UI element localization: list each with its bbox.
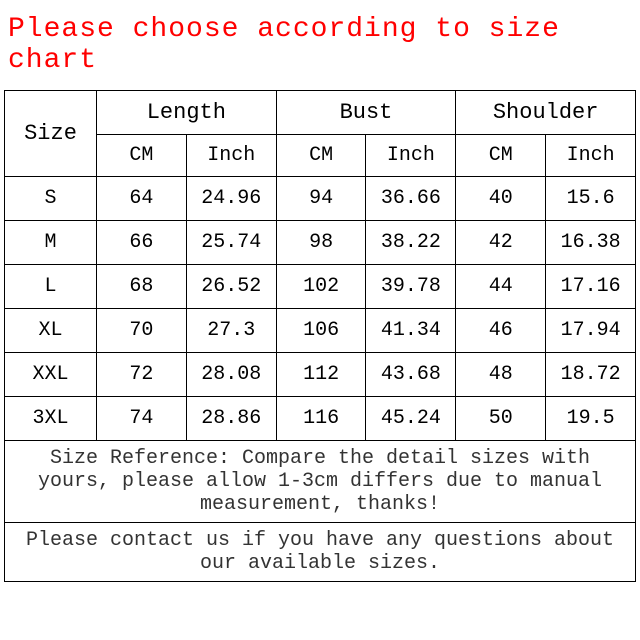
table-row: S 64 24.96 94 36.66 40 15.6 xyxy=(5,177,636,221)
cell-shoulder-in: 15.6 xyxy=(546,177,636,221)
cell-bust-cm: 106 xyxy=(276,309,366,353)
cell-length-in: 24.96 xyxy=(186,177,276,221)
cell-shoulder-cm: 40 xyxy=(456,177,546,221)
header-bust-cm: CM xyxy=(276,135,366,177)
chart-title: Please choose according to size chart xyxy=(0,4,640,90)
cell-size: XL xyxy=(5,309,97,353)
cell-size: XXL xyxy=(5,353,97,397)
cell-bust-cm: 112 xyxy=(276,353,366,397)
table-row: XL 70 27.3 106 41.34 46 17.94 xyxy=(5,309,636,353)
cell-bust-in: 39.78 xyxy=(366,265,456,309)
table-row: 3XL 74 28.86 116 45.24 50 19.5 xyxy=(5,397,636,441)
cell-bust-cm: 98 xyxy=(276,221,366,265)
cell-bust-cm: 94 xyxy=(276,177,366,221)
cell-shoulder-in: 17.16 xyxy=(546,265,636,309)
cell-size: L xyxy=(5,265,97,309)
header-length-cm: CM xyxy=(97,135,187,177)
note-row-1: Size Reference: Compare the detail sizes… xyxy=(5,441,636,523)
note-row-2: Please contact us if you have any questi… xyxy=(5,523,636,582)
note-text-2: Please contact us if you have any questi… xyxy=(5,523,636,582)
cell-length-cm: 70 xyxy=(97,309,187,353)
header-shoulder-cm: CM xyxy=(456,135,546,177)
cell-length-cm: 72 xyxy=(97,353,187,397)
header-row-units: CM Inch CM Inch CM Inch xyxy=(5,135,636,177)
cell-bust-in: 45.24 xyxy=(366,397,456,441)
table-row: XXL 72 28.08 112 43.68 48 18.72 xyxy=(5,353,636,397)
cell-length-cm: 64 xyxy=(97,177,187,221)
cell-size: 3XL xyxy=(5,397,97,441)
cell-bust-in: 43.68 xyxy=(366,353,456,397)
header-length-inch: Inch xyxy=(186,135,276,177)
table-row: L 68 26.52 102 39.78 44 17.16 xyxy=(5,265,636,309)
cell-shoulder-in: 18.72 xyxy=(546,353,636,397)
cell-shoulder-cm: 44 xyxy=(456,265,546,309)
cell-size: M xyxy=(5,221,97,265)
cell-shoulder-in: 17.94 xyxy=(546,309,636,353)
cell-shoulder-in: 16.38 xyxy=(546,221,636,265)
cell-shoulder-cm: 46 xyxy=(456,309,546,353)
cell-bust-in: 38.22 xyxy=(366,221,456,265)
size-table-body: S 64 24.96 94 36.66 40 15.6 M 66 25.74 9… xyxy=(5,177,636,582)
header-shoulder: Shoulder xyxy=(456,91,636,135)
size-table: Size Length Bust Shoulder CM Inch CM Inc… xyxy=(4,90,636,582)
cell-shoulder-in: 19.5 xyxy=(546,397,636,441)
cell-length-in: 27.3 xyxy=(186,309,276,353)
note-text-1: Size Reference: Compare the detail sizes… xyxy=(5,441,636,523)
cell-length-in: 28.86 xyxy=(186,397,276,441)
cell-shoulder-cm: 42 xyxy=(456,221,546,265)
cell-length-cm: 66 xyxy=(97,221,187,265)
cell-length-cm: 74 xyxy=(97,397,187,441)
header-size: Size xyxy=(5,91,97,177)
cell-shoulder-cm: 50 xyxy=(456,397,546,441)
cell-bust-cm: 116 xyxy=(276,397,366,441)
cell-bust-cm: 102 xyxy=(276,265,366,309)
header-bust: Bust xyxy=(276,91,456,135)
cell-length-in: 25.74 xyxy=(186,221,276,265)
cell-length-cm: 68 xyxy=(97,265,187,309)
size-chart-container: Please choose according to size chart Si… xyxy=(0,0,640,640)
cell-length-in: 26.52 xyxy=(186,265,276,309)
cell-shoulder-cm: 48 xyxy=(456,353,546,397)
cell-size: S xyxy=(5,177,97,221)
table-row: M 66 25.74 98 38.22 42 16.38 xyxy=(5,221,636,265)
header-length: Length xyxy=(97,91,277,135)
header-shoulder-inch: Inch xyxy=(546,135,636,177)
header-row-groups: Size Length Bust Shoulder xyxy=(5,91,636,135)
cell-length-in: 28.08 xyxy=(186,353,276,397)
cell-bust-in: 36.66 xyxy=(366,177,456,221)
cell-bust-in: 41.34 xyxy=(366,309,456,353)
header-bust-inch: Inch xyxy=(366,135,456,177)
